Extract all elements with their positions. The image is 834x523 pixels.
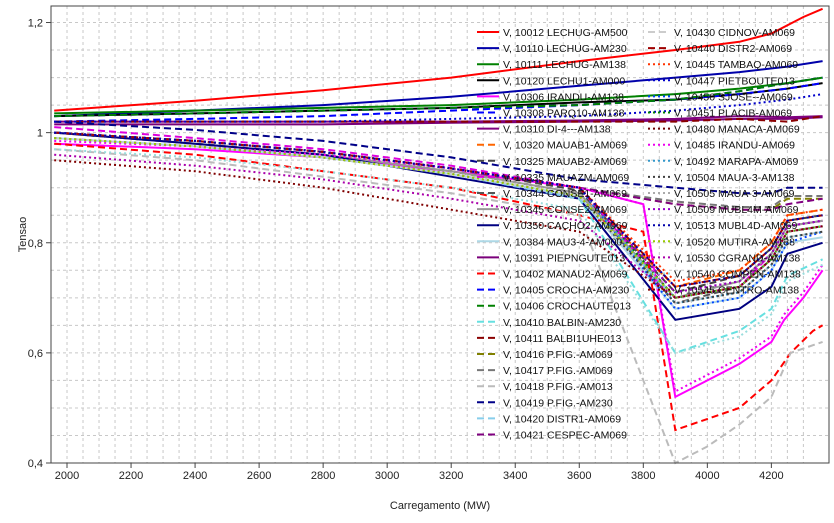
legend-label: V, 10325 MAUAB2-AM069 xyxy=(503,156,627,168)
legend-label: V, 10308 PARQ10-AM138 xyxy=(503,108,625,120)
x-axis-label: Carregamento (MW) xyxy=(390,500,490,512)
legend-label: V, 10320 MAUAB1-AM069 xyxy=(503,140,627,152)
legend-label: V, 10345 CONSE2-AM069 xyxy=(503,204,627,216)
legend-label: V, 10402 MANAU2-AM069 xyxy=(503,269,628,281)
legend-label: V, 10440 DISTR2-AM069 xyxy=(674,43,792,55)
series-line-15 xyxy=(54,142,824,432)
y-tick-label: 1,2 xyxy=(28,18,43,30)
y-tick-label: 1 xyxy=(37,128,43,140)
legend-label: V, 10417 P.FIG.-AM069 xyxy=(503,365,613,377)
legend-label: V, 10344 CONSE1-AM069 xyxy=(503,188,627,200)
legend-label: V, 10505 MAUA-3-AM069 xyxy=(674,188,795,200)
x-tick-label: 3600 xyxy=(567,470,591,482)
x-tick-label: 3000 xyxy=(375,470,399,482)
series-line-17 xyxy=(54,76,823,118)
legend-label: V, 10451 PLACIB-AM069 xyxy=(674,108,792,120)
legend-label: V, 10509 MUBL4M-AM069 xyxy=(674,204,799,216)
x-tick-label: 4200 xyxy=(759,470,783,482)
legend-label: V, 10450 SJOSE--AM069 xyxy=(674,91,793,103)
legend-label: V, 10492 MARAPA-AM069 xyxy=(674,156,798,168)
x-tick-label: 2000 xyxy=(55,470,79,482)
x-tick-label: 2400 xyxy=(183,470,207,482)
legend-label: V, 10445 TAMBAQ-AM069 xyxy=(674,59,798,71)
legend: V, 10012 LECHUG-AM500 V, 10110 LECHUG-AM2… xyxy=(477,27,801,442)
legend-label: V, 10350 CACHO2-AM069 xyxy=(503,220,628,232)
series-line-0 xyxy=(54,7,823,112)
legend-label: V, 10310 DI-4---AM138 xyxy=(503,124,611,136)
legend-label: V, 10391 PIEPNGUTE013 xyxy=(503,252,625,264)
legend-label: V, 10420 DISTR1-AM069 xyxy=(503,413,621,425)
legend-label: V, 10520 MUTIRA-AM138 xyxy=(674,236,795,248)
legend-label: V, 10405 CROCHA-AM230 xyxy=(503,285,629,297)
legend-label: V, 10513 MUBL4D-AM069 xyxy=(674,220,798,232)
legend-label: V, 10384 MAU3-4-AM000 xyxy=(503,236,622,248)
series-line-23 xyxy=(54,120,823,195)
legend-label: V, 10419 P.FIG.-AM230 xyxy=(503,397,613,409)
legend-label: V, 10504 MAUA-3-AM138 xyxy=(674,172,795,184)
legend-label: V, 10120 LECHU1-AM000 xyxy=(503,75,625,87)
y-axis-label: Tensao xyxy=(17,217,29,252)
series-line-29 xyxy=(54,93,823,123)
x-tick-label: 4000 xyxy=(695,470,719,482)
grid xyxy=(51,6,829,464)
x-tick-label: 3800 xyxy=(631,470,655,482)
series-line-38 xyxy=(54,131,823,288)
legend-label: V, 10335 MAUAZM-AM069 xyxy=(503,172,629,184)
legend-label: V, 10411 BALBI1UHE013 xyxy=(503,333,622,345)
series-line-25 xyxy=(54,131,823,211)
plot-frame xyxy=(50,5,830,464)
legend-label: V, 10447 PIETBOUTE013 xyxy=(674,75,795,87)
legend-label: V, 10530 CGRAND-AM138 xyxy=(674,252,800,264)
series-line-6 xyxy=(54,115,823,123)
legend-label: V, 10410 BALBIN-AM230 xyxy=(503,317,621,329)
legend-label: V, 10012 LECHUG-AM500 xyxy=(503,27,628,39)
legend-label: V, 10545 CENTRO-AM138 xyxy=(674,285,799,297)
legend-label: V, 10418 P.FIG.-AM013 xyxy=(503,381,613,393)
series-lines xyxy=(54,7,824,465)
legend-label: V, 10540 COMPEN-AM138 xyxy=(674,269,801,281)
series-line-19 xyxy=(54,115,823,123)
legend-label: V, 10111 LECHUG-AM138 xyxy=(503,59,626,71)
x-tick-label: 3400 xyxy=(503,470,527,482)
series-line-27 xyxy=(54,131,823,288)
x-axis-ticks: 2000 2200 2400 2600 2800 3000 3200 3400 3600 3800… xyxy=(55,463,784,482)
series-line-21 xyxy=(54,131,823,208)
legend-label: V, 10416 P.FIG.-AM069 xyxy=(503,349,613,361)
y-tick-label: 0,6 xyxy=(28,348,43,360)
legend-label: V, 10480 MANACA-AM069 xyxy=(674,124,800,136)
y-tick-label: 0,8 xyxy=(28,238,43,250)
legend-label: V, 10306 IRANDU-AM138 xyxy=(503,91,624,103)
legend-label: V, 10110 LECHUG-AM230 xyxy=(503,43,627,55)
x-tick-label: 2800 xyxy=(311,470,335,482)
legend-label: V, 10421 CESPEC-AM069 xyxy=(503,430,627,442)
series-line-42 xyxy=(54,159,823,299)
x-tick-label: 2200 xyxy=(119,470,143,482)
x-tick-label: 2600 xyxy=(247,470,271,482)
series-line-14 xyxy=(54,116,823,126)
series-line-16 xyxy=(54,82,823,118)
legend-label: V, 10406 CROCHAUTE013 xyxy=(503,301,631,313)
y-axis-ticks: 0,4 0,6 0,8 1 1,2 xyxy=(28,18,51,470)
legend-label: V, 10485 IRANDU-AM069 xyxy=(674,140,795,152)
x-tick-label: 3200 xyxy=(439,470,463,482)
series-line-18 xyxy=(54,137,824,355)
series-line-41 xyxy=(54,148,824,355)
legend-label: V, 10430 CIDNOV-AM069 xyxy=(674,27,795,39)
y-tick-label: 0,4 xyxy=(28,458,43,470)
